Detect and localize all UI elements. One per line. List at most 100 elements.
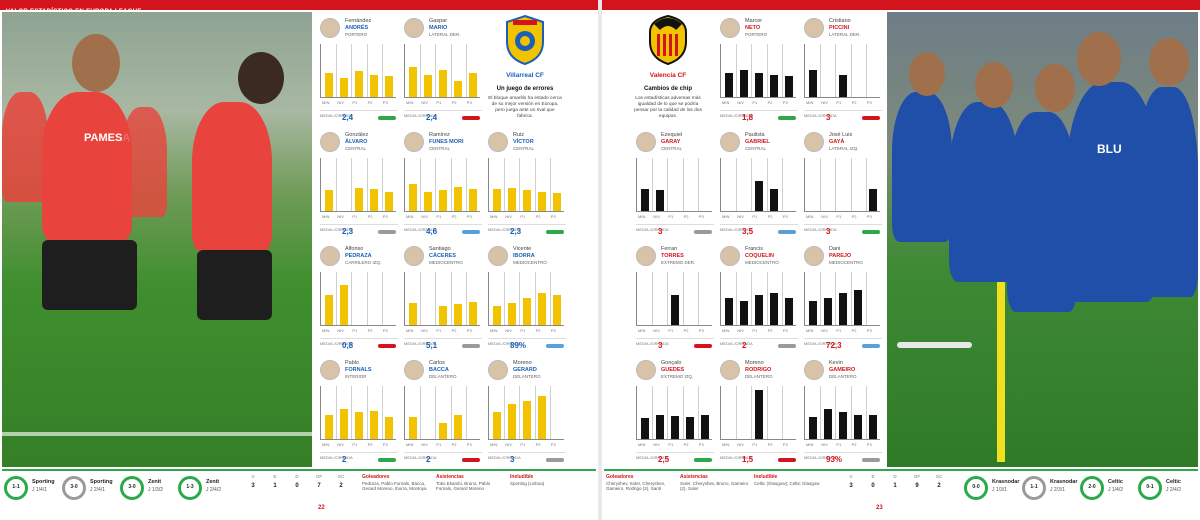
chart-row-label: NIV [421, 214, 428, 219]
player-avatar [804, 360, 824, 380]
valencia-body-text: Los estadísticas adversas más igualdad d… [634, 96, 702, 119]
player-bar-chart [720, 44, 796, 98]
player-last-name: CÁCERES [429, 253, 456, 259]
chart-gridline [336, 44, 338, 97]
match-result: 3-0 Zenit J 1/3/2 [120, 474, 176, 502]
chart-row-label: P3 [866, 100, 872, 105]
average-label: MEDIA JORNADA [720, 227, 753, 232]
result-score: 1-1 [1030, 484, 1038, 490]
stats-note: Asistencias Soler, Cheryshev, Bruno, Gam… [680, 474, 750, 492]
player-head [1149, 38, 1189, 86]
card-footer: MEDIA JORNADA 93% [804, 452, 882, 466]
chart-gridline [667, 272, 669, 325]
player-avatar [488, 246, 508, 266]
record-stat: E 1 [264, 474, 286, 502]
result-ring-icon [964, 476, 988, 500]
chart-bar [655, 190, 664, 211]
player-avatar [404, 246, 424, 266]
player-first-name: Paulista [745, 132, 765, 138]
chart-gridline [465, 158, 467, 211]
player-head [909, 52, 945, 96]
chart-bar [339, 409, 348, 439]
chart-row-labels: MIN NIV P1 P2 P3 [404, 214, 480, 220]
card-footer: MEDIA JORNADA 1,8 [720, 110, 798, 124]
chart-gridline [781, 272, 783, 325]
chart-row-label: P3 [382, 214, 388, 219]
player-bar-chart [720, 158, 796, 212]
player-bar-chart [404, 158, 480, 212]
trend-indicator [462, 116, 480, 120]
player-position: MEDIOCENTRO [429, 260, 463, 265]
player-position: CENTRAL [513, 146, 535, 151]
chart-gridline [667, 158, 669, 211]
match-result: 0-0 Krasnodar J 1/3/1 [964, 474, 1020, 502]
chart-gridline [835, 272, 837, 325]
chart-bar [686, 417, 695, 439]
chart-gridline [820, 44, 822, 97]
player-first-name: Kevin [829, 360, 843, 366]
chart-bar [724, 298, 733, 325]
chart-row-label: NIV [821, 214, 828, 219]
chart-gridline [820, 158, 822, 211]
player-last-name: RODRIGO [745, 367, 772, 373]
player-stat-card: Gaspar MARIO LATERAL DER. MIN NIV P1 P2 P3 M… [402, 14, 484, 127]
average-value: 3,5 [742, 227, 754, 236]
player-shorts [42, 240, 137, 310]
villarreal-body-text: El bloque amarillo ha estado cerca de su… [488, 96, 562, 119]
chart-gridline [549, 272, 551, 325]
chart-bar [770, 292, 779, 325]
chart-bar [492, 189, 501, 211]
villarreal-headline: Un juego de errores [496, 86, 554, 92]
chart-row-label: P1 [520, 214, 526, 219]
average-value: 1,5 [742, 455, 754, 464]
chart-bar [469, 72, 478, 97]
player-bar-chart [636, 386, 712, 440]
match-result: 1-3 Zenit J 2/4/2 [178, 474, 234, 502]
chart-row-label: P2 [535, 442, 541, 447]
chart-gridline [652, 386, 654, 439]
chart-row-label: P3 [698, 214, 704, 219]
chart-bar [640, 418, 649, 439]
chart-row-labels: MIN NIV P1 P2 P3 [404, 100, 480, 106]
player-bar-chart [804, 158, 880, 212]
chart-gridline [450, 158, 452, 211]
chart-bar [523, 298, 531, 325]
player-last-name: PICCINI [829, 25, 850, 31]
average-label: MEDIA JORNADA [320, 341, 353, 346]
chart-row-label: NIV [505, 328, 512, 333]
chart-gridline [366, 386, 368, 439]
chart-gridline [865, 386, 867, 439]
chart-bar [808, 417, 817, 439]
chart-bar [808, 300, 817, 325]
player-first-name: Santiago [429, 246, 451, 252]
player-stat-card: Ferran TORRES EXTREMO DER. MIN NIV P1 P2 P3 … [634, 242, 716, 355]
chart-row-label: P2 [535, 328, 541, 333]
chart-row-label: MIN [638, 214, 646, 219]
trend-indicator [546, 344, 564, 348]
chart-row-label: P2 [535, 214, 541, 219]
chart-bar [439, 70, 447, 97]
chart-row-label: MIN [490, 328, 498, 333]
result-score: 2-0 [1088, 484, 1096, 490]
chart-row-label: MIN [806, 214, 814, 219]
record-stat-value: 3 [251, 483, 255, 489]
player-position: EXTREMO DER. [661, 260, 696, 265]
player-position: MEDIOCENTRO [745, 260, 779, 265]
chart-row-label: MIN [322, 442, 330, 447]
card-footer: MEDIA JORNADA 2,3 [320, 224, 398, 238]
note-title: Goleadores [606, 474, 634, 480]
average-label: MEDIA JORNADA [488, 341, 521, 346]
player-stat-card: Ezequiel GARAY CENTRAL MIN NIV P1 P2 P3 MEDI… [634, 128, 716, 241]
record-stat-value: 2 [339, 483, 343, 489]
chart-row-label: P1 [752, 328, 758, 333]
player-figure [122, 107, 167, 217]
card-footer: MEDIA JORNADA 2,5 [636, 452, 714, 466]
player-first-name: González [345, 132, 369, 138]
chart-gridline [336, 158, 338, 211]
chart-bar [355, 188, 363, 211]
chart-gridline [504, 158, 506, 211]
chart-gridline [850, 272, 852, 325]
chart-row-label: P1 [436, 442, 442, 447]
chart-gridline [381, 272, 383, 325]
player-last-name: VÍCTOR [513, 139, 534, 145]
